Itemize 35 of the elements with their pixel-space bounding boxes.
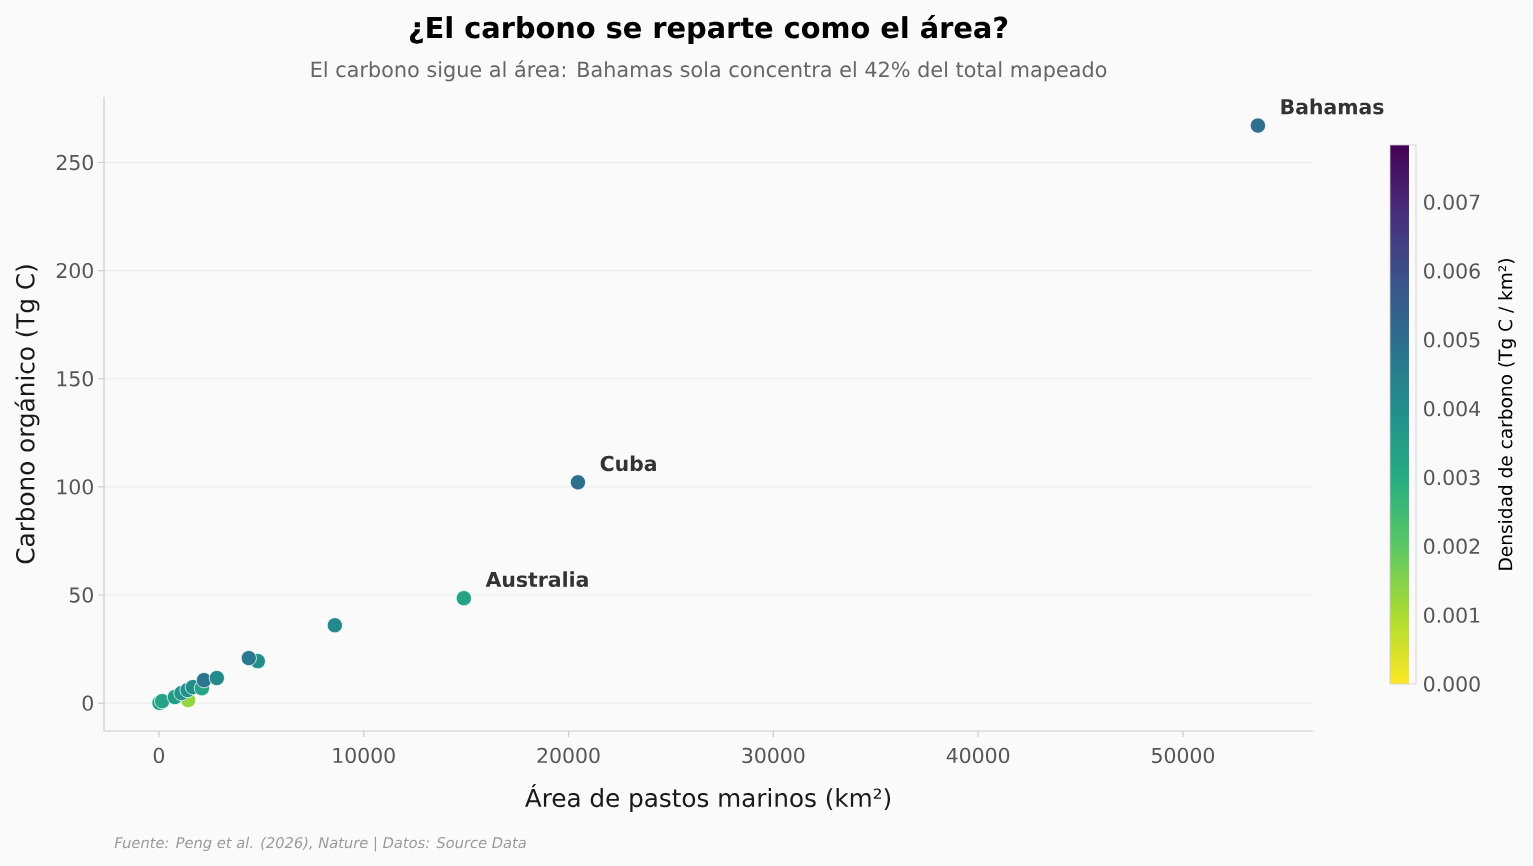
x-axis-title: Área de pastos marinos (km²)	[525, 783, 891, 812]
x-tick-label: 50000	[1152, 747, 1215, 764]
annotation: Bahamas	[1281, 98, 1384, 115]
y-tick-label: 0	[82, 695, 93, 711]
color-bar-label: 0.006	[1424, 263, 1480, 279]
y-tick-label: 100	[57, 479, 93, 495]
chart-subtitle: El carbono sigue al área: Bahamas sola concentra el 42% del total mapeado	[311, 60, 1107, 82]
x-tick-label: 0	[153, 747, 165, 764]
y-tick-label: 50	[69, 587, 93, 603]
point	[326, 617, 343, 634]
color-bar-label: 0.001	[1424, 607, 1480, 623]
chart-title: ¿El carbono se reparte como el área?	[409, 14, 1008, 44]
point	[240, 650, 257, 667]
color-bar-label: 0.005	[1424, 332, 1480, 348]
point	[1249, 117, 1266, 134]
y-tick-label: 150	[57, 371, 93, 387]
color-bar-label: 0.007	[1424, 194, 1480, 210]
x-tick-label: 10000	[333, 747, 395, 764]
y-tick-label: 200	[56, 262, 93, 279]
color-bar-title: Densidad de carbono (Tg C / km²)	[1498, 259, 1516, 570]
color-bar-label: 0.000	[1424, 676, 1480, 692]
point	[569, 474, 586, 491]
y-axis-title: Carbono orgánico (Tg C)	[14, 265, 40, 564]
x-tick-label: 20000	[537, 747, 600, 764]
color-bar-label: 0.004	[1424, 400, 1480, 417]
color-bar-label: 0.002	[1424, 538, 1480, 555]
color-bar-label: 0.003	[1424, 469, 1480, 486]
y-tick-label: 250	[56, 154, 93, 171]
point	[208, 670, 225, 687]
annotation: Cuba	[600, 455, 656, 472]
x-tick-label: 30000	[742, 747, 805, 764]
x-tick-label: 40000	[946, 747, 1010, 764]
point	[455, 590, 472, 607]
annotation: Australia	[485, 571, 588, 588]
source-note: Fuente: Peng et al. (2026), Nature | Datos: Source Data	[114, 836, 526, 852]
